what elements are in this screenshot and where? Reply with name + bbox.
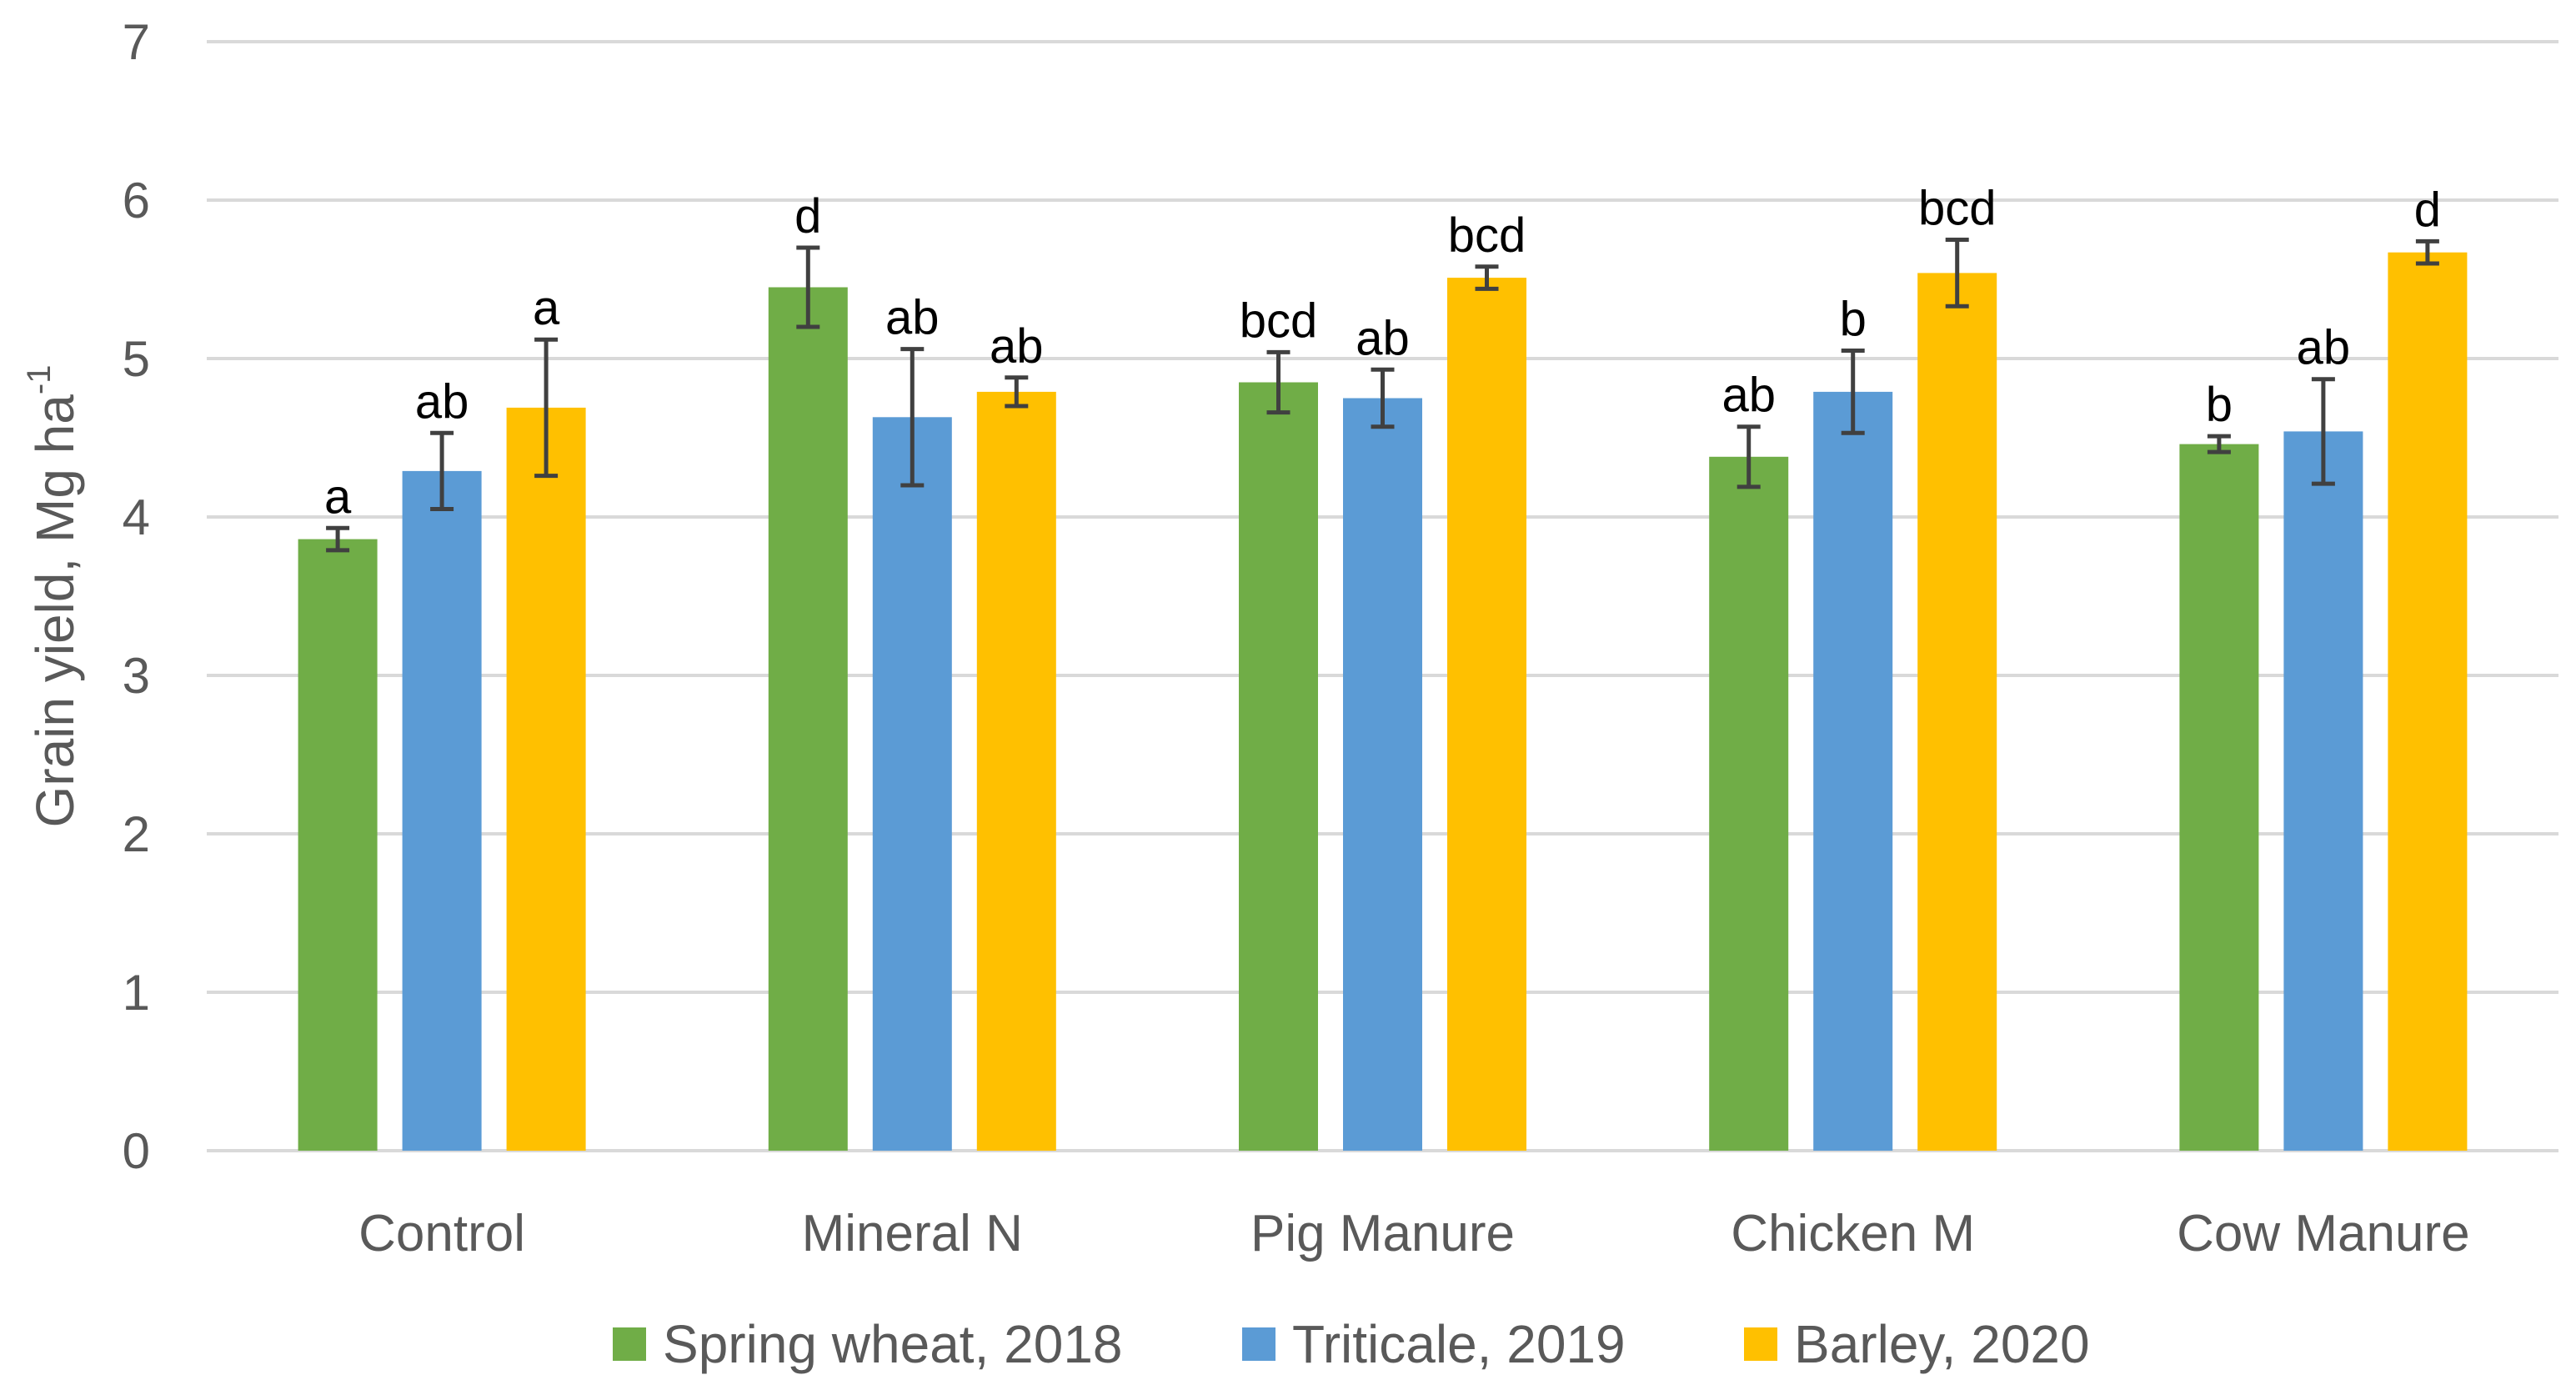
bar xyxy=(2388,252,2468,1152)
error-bar xyxy=(796,245,820,329)
y-tick-label: 0 xyxy=(123,1123,150,1179)
bar xyxy=(298,539,378,1151)
error-bar xyxy=(2207,434,2231,454)
x-tick-label: Control xyxy=(358,1205,525,1262)
bar xyxy=(872,417,952,1151)
y-tick-label: 6 xyxy=(123,173,150,228)
error-bar xyxy=(1475,264,1499,291)
significance-label: a xyxy=(324,469,352,524)
bar xyxy=(506,407,586,1151)
bar xyxy=(1917,273,1997,1151)
y-tick-label: 2 xyxy=(123,806,150,862)
significance-label: ab xyxy=(415,374,469,429)
bar xyxy=(402,470,482,1151)
x-tick-label: Chicken M xyxy=(1731,1205,1975,1262)
y-tick-label: 3 xyxy=(123,648,150,704)
bar xyxy=(768,287,848,1151)
y-tick-label: 4 xyxy=(123,489,150,545)
error-bar xyxy=(2311,377,2335,486)
bar xyxy=(1343,398,1422,1151)
legend: Spring wheat, 2018 Triticale, 2019 Barley,… xyxy=(613,1314,2090,1374)
significance-label: b xyxy=(2206,378,2233,432)
bar xyxy=(976,391,1056,1151)
bar xyxy=(1447,278,1526,1152)
error-bar xyxy=(2415,238,2439,266)
error-bar xyxy=(1371,367,1395,429)
legend-label: Barley, 2020 xyxy=(1794,1314,2090,1374)
error-bar xyxy=(1841,349,1865,435)
significance-label: a xyxy=(533,281,560,335)
significance-label: bcd xyxy=(1448,208,1526,263)
significance-label: d xyxy=(2414,183,2441,237)
bar xyxy=(1709,456,1789,1151)
y-tick-label: 1 xyxy=(123,965,150,1021)
bar xyxy=(2283,431,2363,1151)
legend-swatch xyxy=(1744,1327,1777,1361)
legend-label: Triticale, 2019 xyxy=(1292,1314,1626,1374)
x-tick-label: Mineral N xyxy=(802,1205,1023,1262)
significance-label: ab xyxy=(1722,369,1776,423)
significance-label: ab xyxy=(2297,321,2351,375)
legend-swatch xyxy=(1242,1327,1275,1361)
y-axis-title: Grain yield, Mg ha-1 xyxy=(21,365,85,828)
significance-label: d xyxy=(794,189,821,243)
x-tick-label: Cow Manure xyxy=(2177,1205,2469,1262)
legend-swatch xyxy=(613,1327,646,1361)
axis-labels: 0 1 2 3 4 5 6 7 Control Mineral N Pig Manure Chicke… xyxy=(123,14,2470,1262)
bar xyxy=(2179,444,2259,1151)
x-tick-label: Pig Manure xyxy=(1250,1205,1515,1262)
significance-label: bcd xyxy=(1918,182,1997,236)
bar xyxy=(1239,382,1318,1151)
bar xyxy=(1813,391,1893,1151)
legend-label: Spring wheat, 2018 xyxy=(663,1314,1123,1374)
y-tick-label: 7 xyxy=(123,14,150,70)
error-bar xyxy=(1945,238,1969,309)
error-bar xyxy=(534,337,559,479)
error-bar xyxy=(900,347,925,488)
significance-label: ab xyxy=(990,319,1044,374)
error-bar xyxy=(326,525,350,553)
significance-label: b xyxy=(1840,293,1867,347)
significance-label: ab xyxy=(1356,311,1410,365)
error-bar xyxy=(430,430,454,511)
significance-label: ab xyxy=(885,291,940,345)
error-bar xyxy=(1266,349,1291,415)
y-tick-label: 5 xyxy=(123,331,150,387)
error-bar xyxy=(1737,424,1761,489)
significance-label: bcd xyxy=(1240,294,1318,348)
error-bar xyxy=(1005,375,1029,409)
